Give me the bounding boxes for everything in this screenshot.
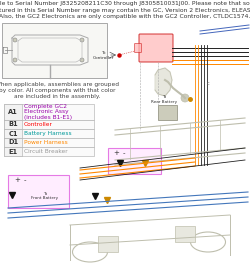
FancyBboxPatch shape [4, 104, 94, 120]
FancyBboxPatch shape [4, 129, 94, 138]
Text: When applicable, assemblies are grouped
by color. All components with that color: When applicable, assemblies are grouped … [0, 82, 119, 99]
FancyBboxPatch shape [158, 104, 176, 119]
Text: -: - [123, 150, 125, 156]
Circle shape [181, 94, 189, 102]
Text: A1: A1 [8, 109, 18, 115]
FancyBboxPatch shape [8, 175, 68, 207]
FancyBboxPatch shape [4, 120, 22, 129]
Text: Complete GC2
Electronic Assy
(includes B1-E1): Complete GC2 Electronic Assy (includes B… [24, 104, 72, 120]
Text: -: - [24, 177, 26, 183]
Polygon shape [155, 68, 172, 96]
FancyBboxPatch shape [4, 120, 94, 129]
Text: To
Rear Battery: To Rear Battery [151, 95, 177, 104]
FancyBboxPatch shape [2, 23, 107, 78]
Text: +: + [14, 177, 20, 183]
FancyBboxPatch shape [4, 104, 22, 120]
Text: Controller: Controller [24, 122, 53, 127]
Circle shape [13, 38, 17, 42]
FancyBboxPatch shape [4, 147, 22, 156]
Text: To
Front Battery: To Front Battery [32, 192, 58, 200]
FancyBboxPatch shape [134, 43, 141, 53]
FancyBboxPatch shape [4, 138, 94, 147]
FancyBboxPatch shape [4, 147, 94, 156]
Text: Circuit Breaker: Circuit Breaker [24, 149, 68, 154]
Circle shape [80, 58, 84, 62]
Circle shape [80, 38, 84, 42]
Text: E1: E1 [8, 148, 18, 155]
Circle shape [13, 58, 17, 62]
Text: Power Harness: Power Harness [24, 140, 68, 145]
Text: Applicable to Serial Number J8325208211C30 through J8305810031J00. Please note t: Applicable to Serial Number J8325208211C… [0, 1, 250, 19]
Text: c: c [207, 81, 210, 86]
Text: B1: B1 [8, 122, 18, 127]
FancyBboxPatch shape [4, 138, 22, 147]
FancyBboxPatch shape [98, 236, 118, 252]
FancyBboxPatch shape [108, 147, 160, 173]
FancyBboxPatch shape [175, 226, 195, 242]
Text: Battery Harness: Battery Harness [24, 131, 72, 136]
FancyBboxPatch shape [4, 129, 22, 138]
Text: To
Controller: To Controller [92, 51, 114, 60]
FancyBboxPatch shape [139, 34, 173, 62]
Text: C1: C1 [8, 130, 18, 137]
Text: +: + [113, 150, 119, 156]
Text: D1: D1 [8, 140, 18, 145]
